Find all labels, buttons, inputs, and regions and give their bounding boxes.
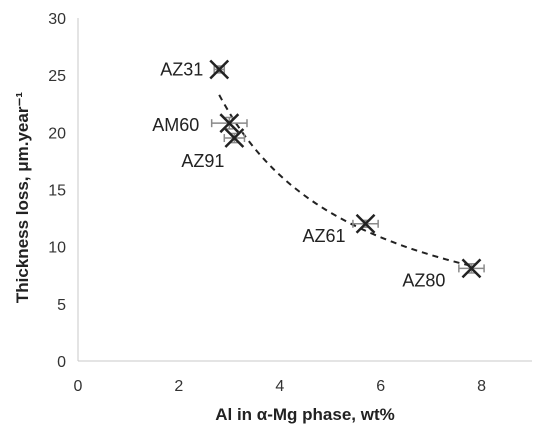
- y-tick-label: 5: [57, 297, 66, 314]
- x-tick-label: 4: [275, 378, 284, 395]
- marker-stroke: [461, 258, 482, 279]
- data-point-marker: [355, 213, 376, 234]
- data-point-marker: [461, 258, 482, 279]
- point-label: AZ61: [303, 226, 346, 246]
- trendline-group: [218, 94, 472, 267]
- y-tick-label: 15: [48, 183, 66, 200]
- data-point-marker: [219, 113, 240, 134]
- markers-group: [209, 59, 482, 279]
- data-point-marker: [209, 59, 230, 80]
- trendline: [218, 94, 472, 267]
- point-labels-group: AZ31 AM60 AZ91 AZ61 AZ80: [152, 59, 445, 290]
- marker-stroke: [224, 128, 245, 148]
- data-point-marker: [224, 128, 245, 148]
- y-tick-label: 25: [48, 68, 66, 85]
- y-axis-title: Thickness loss, μm.year⁻¹: [13, 92, 32, 304]
- marker-stroke: [209, 59, 230, 80]
- axes: 0 5 10 15 20 25 30 0 2 4 6 8: [48, 11, 532, 395]
- x-axis-title: Al in α-Mg phase, wt%: [215, 405, 395, 424]
- point-label: AZ80: [402, 270, 445, 290]
- y-tick-label: 10: [48, 240, 66, 257]
- marker-stroke: [355, 213, 376, 234]
- x-tick-label: 6: [376, 378, 385, 395]
- point-label: AZ91: [181, 151, 224, 171]
- point-label: AZ31: [160, 59, 203, 79]
- x-tick-label: 2: [174, 378, 183, 395]
- marker-stroke: [219, 113, 240, 134]
- x-tick-label: 8: [477, 378, 486, 395]
- x-tick-label: 0: [74, 378, 83, 395]
- point-label: AM60: [152, 115, 199, 135]
- y-tick-label: 0: [57, 354, 66, 371]
- y-tick-label: 20: [48, 125, 66, 142]
- y-tick-label: 30: [48, 11, 66, 28]
